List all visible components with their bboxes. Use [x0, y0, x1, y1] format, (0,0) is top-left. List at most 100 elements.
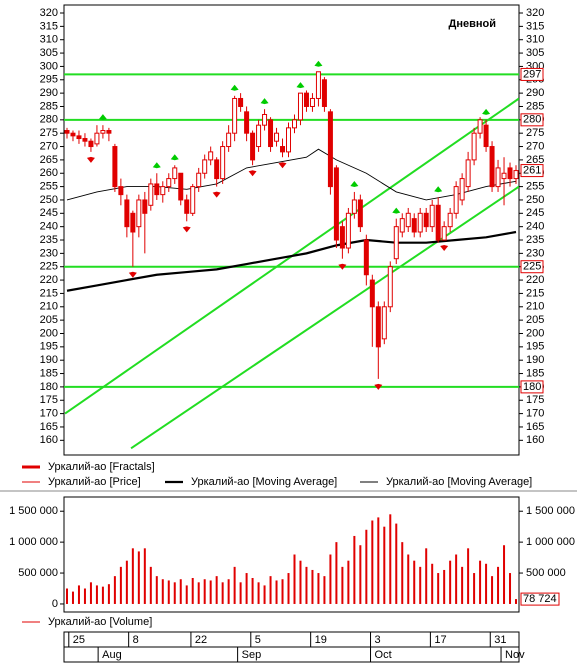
candle-body — [405, 212, 411, 228]
y-tick-label: 500 000 — [526, 567, 566, 579]
y-tick-label: 200 — [40, 327, 58, 339]
y-tick-label: 195 — [526, 341, 544, 353]
volume-bar — [95, 585, 98, 604]
y-tick-label: 0 — [52, 598, 58, 610]
y-tick-label: 230 — [526, 247, 544, 259]
candle-body — [166, 178, 172, 188]
volume-bar — [83, 588, 86, 604]
y-tick-label: 175 — [526, 394, 544, 406]
volume-bar — [419, 566, 422, 604]
y-tick-label: 280 — [40, 114, 58, 126]
timeframe-label: Дневной — [449, 18, 497, 30]
candle-body — [82, 138, 88, 142]
candle-body — [124, 199, 130, 228]
volume-bar — [293, 554, 296, 604]
y-tick-label: 175 — [40, 394, 58, 406]
candle-body — [148, 183, 154, 206]
volume-bar — [437, 573, 440, 604]
volume-bar — [503, 545, 506, 604]
volume-bar — [485, 563, 488, 604]
volume-bar — [323, 576, 326, 604]
candle-body — [423, 212, 429, 228]
y-tick-label: 320 — [526, 7, 544, 19]
last-price-label: 261 — [523, 164, 541, 176]
volume-bar — [245, 573, 248, 604]
candle-body — [513, 170, 519, 180]
volume-bar — [329, 554, 332, 604]
volume-bar — [413, 560, 416, 604]
y-tick-label: 285 — [526, 100, 544, 112]
candle-body — [315, 71, 321, 99]
y-tick-label: 210 — [40, 301, 58, 313]
y-tick-label: 255 — [40, 181, 58, 193]
candle-body — [268, 119, 274, 148]
y-tick-label: 235 — [526, 234, 544, 246]
y-tick-label: 1 000 000 — [526, 536, 575, 548]
volume-bar — [119, 566, 122, 604]
candle-body — [375, 306, 381, 348]
volume-bar — [299, 560, 302, 604]
legend-label: Уркалий-ао [Moving Average] — [386, 476, 532, 488]
candle-body — [399, 218, 405, 233]
month-label: Oct — [375, 649, 392, 661]
y-tick-label: 205 — [526, 314, 544, 326]
y-tick-label: 255 — [526, 181, 544, 193]
volume-bar — [281, 579, 284, 604]
y-tick-label: 265 — [526, 154, 544, 166]
volume-bar — [101, 586, 104, 604]
candle-body — [262, 113, 268, 126]
fractal-up — [314, 60, 323, 67]
candle-body — [501, 172, 507, 180]
candle-body — [459, 178, 465, 201]
volume-bar — [341, 566, 344, 604]
channel-line — [130, 185, 519, 450]
volume-bar — [371, 520, 374, 604]
moving-average — [66, 230, 517, 292]
candle-body — [70, 132, 76, 137]
candle-body — [339, 226, 345, 249]
y-tick-label: 245 — [526, 207, 544, 219]
fractal-up — [260, 98, 269, 105]
candle-body — [441, 226, 447, 241]
y-tick-label: 1 500 000 — [9, 505, 58, 517]
volume-bar — [395, 523, 398, 604]
level-label-box — [520, 380, 544, 394]
y-tick-label: 310 — [40, 34, 58, 46]
candle-body — [381, 306, 387, 340]
volume-bar — [71, 591, 74, 604]
candle-body — [244, 111, 250, 134]
month-label: Aug — [102, 649, 122, 661]
y-tick-label: 225 — [40, 261, 58, 273]
candle-body — [112, 146, 118, 188]
y-tick-label: 210 — [526, 301, 544, 313]
candle-body — [489, 146, 495, 188]
volume-bar — [227, 579, 230, 604]
y-tick-label: 285 — [40, 100, 58, 112]
level-label: 225 — [523, 261, 541, 273]
fractal-down — [86, 156, 95, 163]
x-tick-label: 8 — [133, 634, 139, 646]
candle-body — [477, 119, 483, 134]
volume-bar — [131, 548, 134, 604]
volume-bar — [335, 542, 338, 604]
legend-label: Уркалий-ао [Moving Average] — [191, 476, 337, 488]
y-tick-label: 290 — [40, 87, 58, 99]
y-tick-label: 220 — [526, 274, 544, 286]
y-tick-label: 305 — [40, 47, 58, 59]
candle-body — [250, 132, 256, 161]
volume-bar — [185, 585, 188, 604]
candle-body — [64, 130, 70, 134]
moving-average — [66, 148, 517, 201]
candle-body — [130, 212, 136, 233]
legend-label: Уркалий-ао [Fractals] — [48, 461, 155, 473]
y-tick-label: 265 — [40, 154, 58, 166]
volume-bar — [77, 585, 80, 604]
candle-body — [196, 172, 202, 188]
volume-bar — [269, 576, 272, 604]
x-tick-label: 17 — [434, 634, 446, 646]
y-tick-label: 180 — [40, 381, 58, 393]
volume-bar — [263, 585, 266, 604]
volume-bar — [467, 548, 470, 604]
x-tick-label: 31 — [494, 634, 506, 646]
candle-body — [327, 111, 333, 188]
